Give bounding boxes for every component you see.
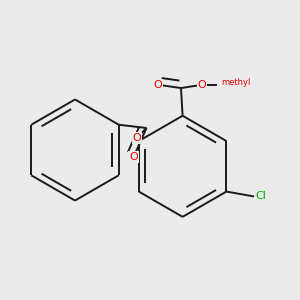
Text: O: O: [198, 80, 206, 90]
Text: O: O: [154, 80, 163, 90]
Text: O: O: [198, 80, 206, 90]
Text: Cl: Cl: [255, 191, 266, 202]
Text: methyl: methyl: [221, 78, 250, 87]
Text: O: O: [129, 152, 138, 162]
Text: O: O: [133, 133, 142, 143]
